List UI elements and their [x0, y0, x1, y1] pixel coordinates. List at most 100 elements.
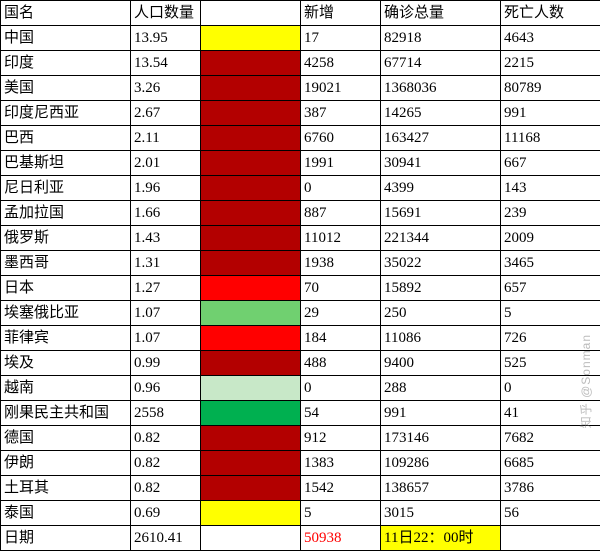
header-population: 人口数量 [131, 1, 201, 26]
cell-deaths: 667 [501, 151, 600, 176]
cell-total: 1368036 [381, 76, 501, 101]
cell-pop: 1.66 [131, 201, 201, 226]
cell-total: 14265 [381, 101, 501, 126]
cell-total: 991 [381, 401, 501, 426]
table-row: 孟加拉国1.6688715691239 [1, 201, 600, 226]
cell-total: 138657 [381, 476, 501, 501]
cell-pop: 1.31 [131, 251, 201, 276]
cell-new: 6760 [301, 126, 381, 151]
color-cell [201, 76, 301, 101]
cell-total: 288 [381, 376, 501, 401]
cell-total: 35022 [381, 251, 501, 276]
cell-country: 菲律宾 [1, 326, 131, 351]
cell-pop: 1.43 [131, 226, 201, 251]
table-row: 印度尼西亚2.6738714265991 [1, 101, 600, 126]
cell-country: 美国 [1, 76, 131, 101]
cell-country: 埃及 [1, 351, 131, 376]
cell-country: 刚果民主共和国 [1, 401, 131, 426]
cell-deaths: 2009 [501, 226, 600, 251]
cell-total: 3015 [381, 501, 501, 526]
color-cell [201, 176, 301, 201]
footer-label: 日期 [1, 526, 131, 551]
footer-pop: 2610.41 [131, 526, 201, 551]
cell-total: 221344 [381, 226, 501, 251]
cell-country: 墨西哥 [1, 251, 131, 276]
cell-country: 巴西 [1, 126, 131, 151]
cell-pop: 13.54 [131, 51, 201, 76]
footer-total: 11日22：00时 [381, 526, 501, 551]
cell-deaths: 4643 [501, 26, 600, 51]
cell-new: 54 [301, 401, 381, 426]
color-cell [201, 451, 301, 476]
color-cell [201, 301, 301, 326]
table-row: 美国3.2619021136803680789 [1, 76, 600, 101]
cell-total: 163427 [381, 126, 501, 151]
header-deaths: 死亡人数 [501, 1, 600, 26]
cell-deaths: 6685 [501, 451, 600, 476]
table-row: 埃及0.994889400525 [1, 351, 600, 376]
color-cell [201, 51, 301, 76]
cell-total: 9400 [381, 351, 501, 376]
cell-pop: 0.99 [131, 351, 201, 376]
color-cell [201, 351, 301, 376]
cell-country: 越南 [1, 376, 131, 401]
cell-deaths: 5 [501, 301, 600, 326]
color-cell [201, 126, 301, 151]
cell-total: 30941 [381, 151, 501, 176]
cell-total: 109286 [381, 451, 501, 476]
cell-new: 70 [301, 276, 381, 301]
table-row: 日本1.277015892657 [1, 276, 600, 301]
cell-new: 11012 [301, 226, 381, 251]
header-blank [201, 1, 301, 26]
cell-new: 5 [301, 501, 381, 526]
cell-deaths: 3465 [501, 251, 600, 276]
cell-new: 1938 [301, 251, 381, 276]
cell-deaths: 657 [501, 276, 600, 301]
cell-country: 伊朗 [1, 451, 131, 476]
cell-country: 土耳其 [1, 476, 131, 501]
cell-deaths: 41 [501, 401, 600, 426]
cell-total: 250 [381, 301, 501, 326]
cell-deaths: 991 [501, 101, 600, 126]
table-row: 刚果民主共和国2558 5499141 [1, 401, 600, 426]
cell-pop: 2558 [131, 401, 201, 426]
color-cell [201, 426, 301, 451]
table-row: 墨西哥1.31 1938350223465 [1, 251, 600, 276]
cell-pop: 0.82 [131, 476, 201, 501]
color-cell [201, 151, 301, 176]
cell-total: 67714 [381, 51, 501, 76]
footer-blank [201, 526, 301, 551]
cell-new: 887 [301, 201, 381, 226]
table-row: 中国13.9517829184643 [1, 26, 600, 51]
color-cell [201, 101, 301, 126]
cell-country: 巴基斯坦 [1, 151, 131, 176]
cell-deaths: 726 [501, 326, 600, 351]
cell-pop: 2.01 [131, 151, 201, 176]
cell-country: 埃塞俄比亚 [1, 301, 131, 326]
cell-pop: 1.27 [131, 276, 201, 301]
cell-new: 1542 [301, 476, 381, 501]
cell-pop: 0.69 [131, 501, 201, 526]
table-row: 巴基斯坦2.01199130941667 [1, 151, 600, 176]
table-row: 尼日利亚1.9604399143 [1, 176, 600, 201]
cell-new: 488 [301, 351, 381, 376]
table-row: 俄罗斯1.43110122213442009 [1, 226, 600, 251]
cell-deaths: 80789 [501, 76, 600, 101]
cell-deaths: 143 [501, 176, 600, 201]
cell-deaths: 3786 [501, 476, 600, 501]
cell-pop: 2.67 [131, 101, 201, 126]
cell-country: 日本 [1, 276, 131, 301]
cell-pop: 2.11 [131, 126, 201, 151]
color-cell [201, 501, 301, 526]
cell-new: 4258 [301, 51, 381, 76]
cell-total: 11086 [381, 326, 501, 351]
cell-deaths: 239 [501, 201, 600, 226]
table-row: 菲律宾1.0718411086726 [1, 326, 600, 351]
cell-country: 孟加拉国 [1, 201, 131, 226]
cell-pop: 1.07 [131, 301, 201, 326]
cell-new: 1383 [301, 451, 381, 476]
cell-new: 184 [301, 326, 381, 351]
cell-pop: 0.82 [131, 426, 201, 451]
cell-deaths: 7682 [501, 426, 600, 451]
table-row: 埃塞俄比亚1.07292505 [1, 301, 600, 326]
